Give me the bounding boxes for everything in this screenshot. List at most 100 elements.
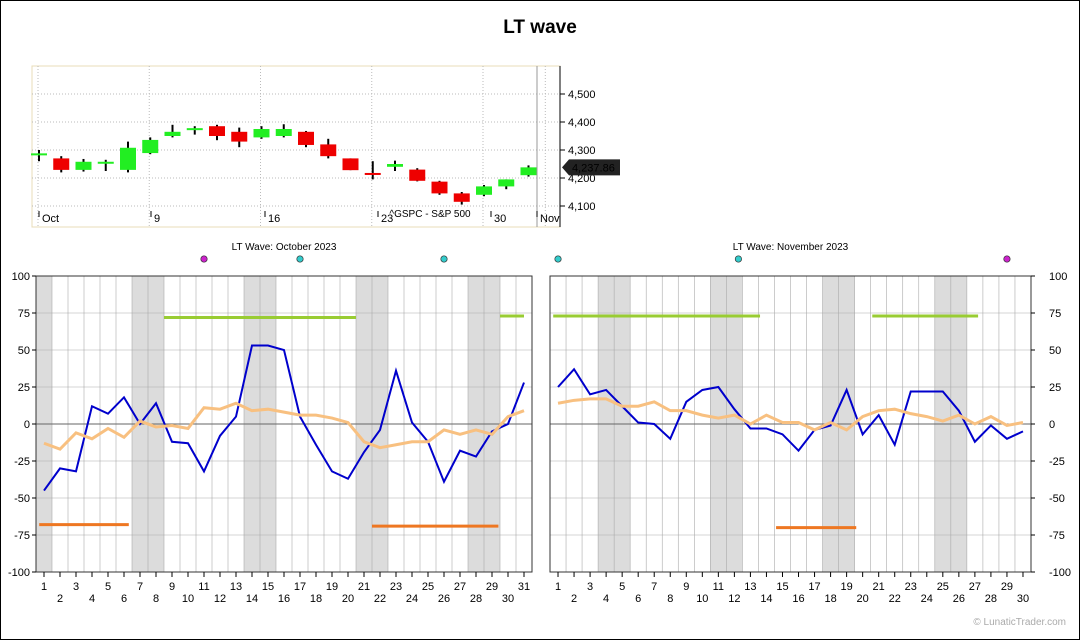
price-plot-area xyxy=(31,65,561,228)
price-y-tick-label: 4,100 xyxy=(568,201,596,213)
cycle-marker xyxy=(200,255,208,263)
price-y-tick-label: 4,200 xyxy=(568,173,596,185)
wave-x-tick-label: 27 xyxy=(969,581,981,593)
wave-x-tick-label: 9 xyxy=(683,581,689,593)
candle-body xyxy=(387,164,403,167)
wave-x-tick-label: 23 xyxy=(390,581,402,593)
wave-x-tick-label: 6 xyxy=(121,593,127,605)
candle-body xyxy=(520,167,537,176)
wave-x-tick-label: 25 xyxy=(422,581,434,593)
candle-body xyxy=(186,128,203,131)
wave-x-tick-label: 4 xyxy=(603,593,609,605)
price-y-tick-label: 4,300 xyxy=(568,145,596,157)
wave-x-tick-label: 29 xyxy=(486,581,498,593)
candle-body xyxy=(364,172,381,175)
price-x-tick-label: Oct xyxy=(42,213,59,225)
candle-body xyxy=(476,186,492,195)
wave-x-tick-label: 15 xyxy=(776,581,788,593)
price-x-tick-label: 16 xyxy=(268,213,280,225)
candle-body xyxy=(409,169,426,181)
wave-x-tick-label: 21 xyxy=(358,581,370,593)
candle-body xyxy=(31,153,47,156)
candle-body xyxy=(498,179,515,187)
price-y-tick-label: 4,500 xyxy=(568,89,596,101)
wave-x-tick-label: 16 xyxy=(792,593,804,605)
wave-x-tick-label: 5 xyxy=(619,581,625,593)
wave-x-tick-label: 23 xyxy=(905,581,917,593)
wave-x-tick-label: 9 xyxy=(169,581,175,593)
wave-y-tick-label: -25 xyxy=(1049,456,1065,468)
candle-body xyxy=(120,147,136,170)
wave-y-tick-label: -100 xyxy=(8,567,30,579)
cycle-marker xyxy=(554,255,562,263)
wave-x-tick-label: 14 xyxy=(246,593,258,605)
wave-x-tick-label: 7 xyxy=(651,581,657,593)
candle-body xyxy=(275,129,292,136)
wave-line-blue xyxy=(557,367,1024,453)
wave-x-tick-label: 13 xyxy=(230,581,242,593)
watermark: ^GSPC - S&P 500 xyxy=(389,209,471,220)
wave-y-tick-label: 50 xyxy=(18,345,30,357)
wave-y-tick-label: 100 xyxy=(12,271,30,283)
wave-x-tick-label: 2 xyxy=(571,593,577,605)
candle-body xyxy=(253,129,270,138)
cycle-marker xyxy=(440,255,448,263)
candle-body xyxy=(53,158,70,170)
candle-body xyxy=(320,144,337,157)
wave-x-tick-label: 5 xyxy=(105,581,111,593)
wave-x-tick-label: 7 xyxy=(137,581,143,593)
wave-x-tick-label: 12 xyxy=(214,593,226,605)
wave-x-tick-label: 29 xyxy=(1001,581,1013,593)
wave-y-tick-label: 25 xyxy=(1049,382,1061,394)
wave-y-tick-label: -75 xyxy=(14,530,30,542)
candle-body xyxy=(431,181,448,194)
candle-body xyxy=(342,158,359,171)
wave-x-tick-label: 15 xyxy=(262,581,274,593)
wave-x-tick-label: 10 xyxy=(696,593,708,605)
wave-x-tick-label: 18 xyxy=(310,593,322,605)
wave-x-tick-label: 1 xyxy=(41,581,47,593)
candle-body xyxy=(298,131,314,145)
cycle-marker xyxy=(296,255,304,263)
wave-x-tick-label: 3 xyxy=(587,581,593,593)
panel-title: LT Wave: November 2023 xyxy=(733,242,849,253)
wave-y-tick-label: -50 xyxy=(14,493,30,505)
price-x-tick-label: 23 xyxy=(381,213,393,225)
wave-x-tick-label: 25 xyxy=(937,581,949,593)
wave-x-tick-label: 22 xyxy=(889,593,901,605)
wave-x-tick-label: 26 xyxy=(953,593,965,605)
candle-body xyxy=(453,193,470,202)
wave-x-tick-label: 19 xyxy=(326,581,338,593)
candle-body xyxy=(142,139,159,154)
price-x-tick-label: 30 xyxy=(494,213,506,225)
wave-y-tick-label: 0 xyxy=(1049,419,1055,431)
wave-x-tick-label: 20 xyxy=(857,593,869,605)
wave-x-tick-label: 30 xyxy=(502,593,514,605)
wave-x-tick-label: 8 xyxy=(153,593,159,605)
wave-x-tick-label: 16 xyxy=(278,593,290,605)
wave-x-tick-label: 13 xyxy=(744,581,756,593)
wave-x-tick-label: 21 xyxy=(873,581,885,593)
wave-y-tick-label: 100 xyxy=(1049,271,1067,283)
wave-line-orange xyxy=(43,401,525,451)
wave-y-tick-label: 0 xyxy=(24,419,30,431)
candle-body xyxy=(231,131,248,142)
last-value-label: 4,237.86 xyxy=(572,162,615,174)
wave-x-tick-label: 17 xyxy=(294,581,306,593)
wave-x-tick-label: 2 xyxy=(57,593,63,605)
wave-x-tick-label: 17 xyxy=(808,581,820,593)
wave-x-tick-label: 28 xyxy=(985,593,997,605)
price-x-tick-label: Nov xyxy=(540,213,560,225)
wave-x-tick-label: 8 xyxy=(667,593,673,605)
panel-title: LT Wave: October 2023 xyxy=(232,242,337,253)
wave-y-tick-label: 50 xyxy=(1049,345,1061,357)
wave-x-tick-label: 12 xyxy=(728,593,740,605)
wave-y-tick-label: 75 xyxy=(18,308,30,320)
wave-x-tick-label: 4 xyxy=(89,593,95,605)
chart-title: LT wave xyxy=(503,17,577,38)
candle-body xyxy=(75,161,92,170)
wave-y-tick-label: -25 xyxy=(14,456,30,468)
wave-y-tick-label: 25 xyxy=(18,382,30,394)
candle-body xyxy=(97,161,114,164)
wave-x-tick-label: 18 xyxy=(824,593,836,605)
